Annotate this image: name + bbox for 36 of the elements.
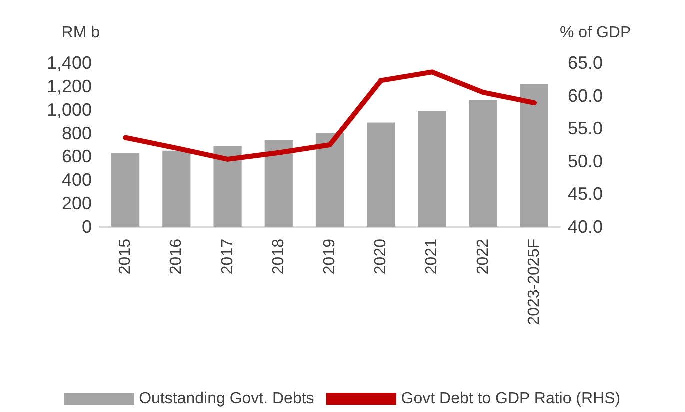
y2-tick-label: 65.0 bbox=[568, 53, 604, 73]
x-tick-label: 2023-2025F bbox=[526, 238, 543, 326]
x-tick-label: 2020 bbox=[372, 238, 390, 275]
bar bbox=[162, 150, 191, 227]
y-tick-label: 1,400 bbox=[46, 53, 92, 73]
bar bbox=[214, 146, 242, 227]
y-tick-label: 200 bbox=[62, 194, 92, 214]
y-tick-label: 600 bbox=[62, 146, 92, 167]
x-tick-label: 2017 bbox=[219, 238, 236, 275]
x-tick-label: 2021 bbox=[424, 238, 441, 275]
bar bbox=[520, 84, 548, 227]
y2-tick-label: 45.0 bbox=[568, 184, 604, 204]
x-tick-label: 2022 bbox=[474, 238, 492, 275]
bar bbox=[418, 111, 446, 227]
y2-tick-label: 40.0 bbox=[568, 217, 604, 237]
y2-tick-label: 50.0 bbox=[568, 151, 604, 172]
bar bbox=[112, 153, 140, 227]
y-tick-label: 0 bbox=[82, 217, 92, 237]
y-tick-label: 400 bbox=[62, 170, 92, 190]
x-tick-label: 2015 bbox=[117, 238, 134, 275]
bar bbox=[469, 100, 498, 227]
y-tick-label: 1,000 bbox=[46, 100, 92, 120]
bar bbox=[316, 133, 344, 227]
legend-label: Outstanding Govt. Debts bbox=[139, 390, 314, 408]
bar bbox=[264, 140, 293, 227]
y2-tick-label: 60.0 bbox=[568, 86, 604, 106]
legend-label: Govt Debt to GDP Ratio (RHS) bbox=[401, 390, 621, 408]
y-tick-label: 1,200 bbox=[46, 76, 92, 96]
y2-tick-label: 55.0 bbox=[568, 118, 604, 139]
y-axis-title: RM b bbox=[62, 24, 100, 42]
bar bbox=[367, 122, 396, 227]
x-tick-label: 2016 bbox=[168, 238, 186, 275]
x-tick-label: 2019 bbox=[322, 238, 338, 275]
y2-axis-title: % of GDP bbox=[560, 24, 632, 42]
x-tick-label: 2018 bbox=[270, 238, 288, 275]
y-tick-label: 800 bbox=[62, 123, 92, 144]
